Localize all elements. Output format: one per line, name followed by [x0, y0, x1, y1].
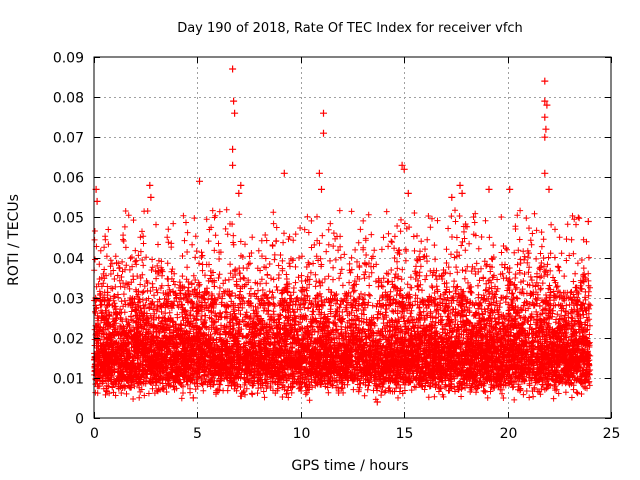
roti-point: [373, 398, 381, 406]
roti-point: [545, 185, 553, 193]
x-tick-label: 25: [603, 426, 621, 442]
x-axis-label: GPS time / hours: [291, 458, 408, 474]
roti-point: [398, 161, 406, 169]
y-tick-label: 0.01: [53, 372, 84, 388]
roti-point: [584, 218, 592, 225]
roti-point: [146, 181, 154, 189]
x-tick-label: 20: [500, 426, 518, 442]
grid-lines: [94, 57, 611, 418]
x-tick-label: 15: [396, 426, 414, 442]
roti-point: [237, 181, 245, 189]
roti-point: [230, 97, 238, 105]
roti-point: [320, 129, 327, 137]
roti-point: [147, 193, 155, 201]
roti-point: [541, 169, 549, 177]
roti-point: [541, 97, 549, 105]
data-points: [91, 65, 594, 406]
roti-point: [448, 193, 456, 201]
roti-point: [400, 165, 408, 173]
roti-point: [543, 101, 551, 109]
roti-point: [458, 189, 466, 197]
x-tick-label: 0: [90, 426, 99, 442]
roti-point: [235, 189, 243, 197]
y-tick-label: 0.06: [53, 171, 84, 187]
roti-point: [485, 185, 493, 193]
roti-point: [280, 169, 288, 177]
y-tick-label: 0: [75, 412, 84, 428]
roti-point: [229, 65, 237, 73]
y-tick-label: 0.09: [53, 51, 84, 67]
roti-point: [542, 125, 550, 133]
roti-point-cloud: [91, 206, 594, 404]
y-tick-label: 0.04: [53, 252, 84, 268]
x-tick-label: 5: [193, 426, 202, 442]
roti-point: [506, 185, 514, 193]
roti-point: [318, 185, 325, 193]
axis-ticks: [94, 57, 612, 419]
y-tick-label: 0.02: [53, 332, 84, 348]
roti-point: [404, 189, 412, 197]
roti-point: [229, 161, 237, 169]
chart-title: Day 190 of 2018, Rate Of TEC Index for r…: [177, 21, 523, 36]
roti-point: [541, 77, 549, 85]
y-tick-label: 0.03: [53, 292, 84, 308]
roti-point: [456, 181, 464, 189]
roti-point: [196, 177, 203, 185]
y-tick-label: 0.08: [53, 91, 84, 107]
roti-point: [93, 197, 101, 205]
roti-point: [189, 394, 197, 402]
y-tick-label: 0.05: [53, 211, 84, 227]
plot-frame: [93, 56, 612, 419]
roti-point: [231, 109, 239, 117]
roti-point: [315, 169, 323, 177]
roti-point: [229, 145, 237, 153]
roti-point: [541, 113, 549, 121]
roti-point: [320, 109, 327, 117]
tick-labels: 0 5 10 15 20 25 0 0.01 0.02 0.03 0.04 0.05 0.06 0.07 0…: [53, 51, 621, 443]
y-tick-label: 0.07: [53, 131, 84, 147]
y-axis-label: ROTI / TECUs: [6, 194, 22, 286]
x-tick-label: 10: [293, 426, 311, 442]
roti-point: [541, 133, 549, 141]
